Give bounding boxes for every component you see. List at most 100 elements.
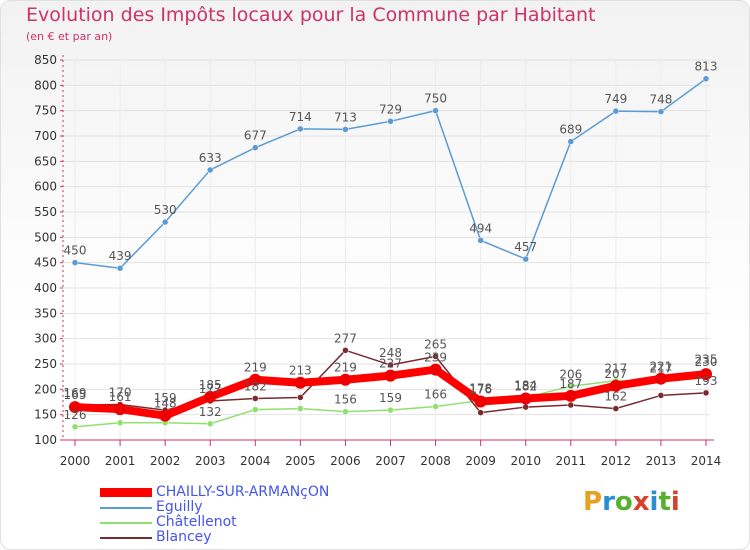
y-tick-label: 100 xyxy=(34,433,57,447)
data-point xyxy=(522,255,529,263)
data-point xyxy=(657,392,665,399)
x-tick-label: 2008 xyxy=(420,454,451,468)
data-label: 277 xyxy=(334,331,357,345)
data-label: 633 xyxy=(199,151,222,165)
data-point xyxy=(252,406,259,413)
x-tick-label: 2001 xyxy=(105,454,136,468)
legend: CHAILLY-SUR-ARMANçON Eguilly Châtellenot… xyxy=(100,485,329,545)
data-label: 677 xyxy=(244,129,267,143)
data-point xyxy=(206,420,214,428)
data-label: 185 xyxy=(199,378,222,392)
data-point xyxy=(654,372,667,385)
x-tick-label: 2002 xyxy=(150,454,181,468)
y-tick-label: 600 xyxy=(34,180,57,194)
data-point xyxy=(387,406,394,414)
data-point xyxy=(252,395,259,402)
data-point xyxy=(206,166,214,174)
data-label: 235 xyxy=(695,353,718,367)
legend-item-chatellenot[interactable]: Châtellenot xyxy=(100,515,329,530)
legend-swatch xyxy=(100,506,152,509)
y-tick-label: 500 xyxy=(34,230,57,244)
data-label: 165 xyxy=(64,388,87,402)
y-tick-label: 400 xyxy=(34,281,57,295)
x-tick-label: 2006 xyxy=(330,454,361,468)
data-label: 161 xyxy=(109,390,132,404)
data-label: 206 xyxy=(559,367,582,381)
data-label: 749 xyxy=(604,92,627,106)
y-tick-label: 350 xyxy=(34,306,57,320)
legend-swatch xyxy=(100,521,152,524)
data-label: 213 xyxy=(289,364,312,378)
data-label: 494 xyxy=(469,221,492,235)
y-tick-label: 450 xyxy=(34,256,57,270)
legend-item-blancey[interactable]: Blancey xyxy=(100,530,329,545)
legend-label: Eguilly xyxy=(156,499,203,515)
data-point xyxy=(387,361,394,369)
legend-label: CHAILLY-SUR-ARMANçON xyxy=(156,484,330,500)
data-point xyxy=(432,107,439,114)
legend-item-chailly[interactable]: CHAILLY-SUR-ARMANçON xyxy=(100,485,329,500)
legend-swatch xyxy=(100,536,152,539)
data-point xyxy=(702,75,710,82)
data-point xyxy=(567,401,575,409)
y-tick-label: 800 xyxy=(34,78,57,92)
data-label: 450 xyxy=(64,244,87,258)
data-label: 221 xyxy=(649,360,672,374)
legend-label: Châtellenot xyxy=(156,514,237,530)
data-point xyxy=(159,409,172,422)
x-tick-label: 2014 xyxy=(691,454,722,468)
data-point xyxy=(567,383,575,390)
data-label: 184 xyxy=(514,378,537,392)
data-point xyxy=(297,394,304,401)
proxiti-logo: Proxiti xyxy=(583,487,680,517)
data-point xyxy=(339,373,352,386)
x-tick-label: 2000 xyxy=(60,454,91,468)
y-tick-label: 300 xyxy=(34,332,57,346)
y-tick-label: 200 xyxy=(34,382,57,396)
data-point xyxy=(204,390,217,403)
data-label: 207 xyxy=(604,367,627,381)
data-label: 248 xyxy=(379,346,402,360)
data-point xyxy=(432,403,439,410)
data-label: 187 xyxy=(559,377,582,391)
data-point xyxy=(700,368,712,381)
data-point xyxy=(387,118,394,125)
legend-label: Blancey xyxy=(156,529,212,545)
data-label: 170 xyxy=(109,386,132,400)
y-tick-label: 850 xyxy=(34,53,57,67)
data-point xyxy=(252,144,259,151)
data-point xyxy=(429,363,442,376)
data-point xyxy=(567,138,575,145)
data-point xyxy=(522,403,529,411)
data-label: 217 xyxy=(649,362,672,376)
data-label: 156 xyxy=(334,393,357,407)
data-label: 148 xyxy=(154,397,177,411)
x-tick-label: 2005 xyxy=(285,454,316,468)
legend-swatch xyxy=(100,488,152,497)
data-point xyxy=(477,237,484,244)
data-point xyxy=(609,379,622,392)
data-label: 227 xyxy=(379,357,402,371)
legend-item-eguilly[interactable]: Eguilly xyxy=(100,500,329,515)
data-label: 182 xyxy=(244,379,267,393)
data-label: 182 xyxy=(514,379,537,393)
data-label: 457 xyxy=(514,240,537,254)
data-label: 169 xyxy=(64,386,87,400)
data-label: 714 xyxy=(289,110,312,124)
y-tick-label: 650 xyxy=(34,154,57,168)
data-point xyxy=(702,389,710,397)
data-point xyxy=(477,409,484,416)
y-tick-label: 750 xyxy=(34,104,57,118)
x-tick-label: 2012 xyxy=(601,454,632,468)
data-label: 748 xyxy=(649,93,672,107)
data-point xyxy=(342,347,349,354)
data-point xyxy=(657,108,665,115)
data-label: 159 xyxy=(154,391,177,405)
data-label: 177 xyxy=(199,382,222,396)
y-tick-label: 250 xyxy=(34,357,57,371)
x-tick-label: 2011 xyxy=(556,454,587,468)
x-tick-label: 2003 xyxy=(195,454,226,468)
data-point xyxy=(116,264,124,272)
data-point xyxy=(69,401,81,414)
